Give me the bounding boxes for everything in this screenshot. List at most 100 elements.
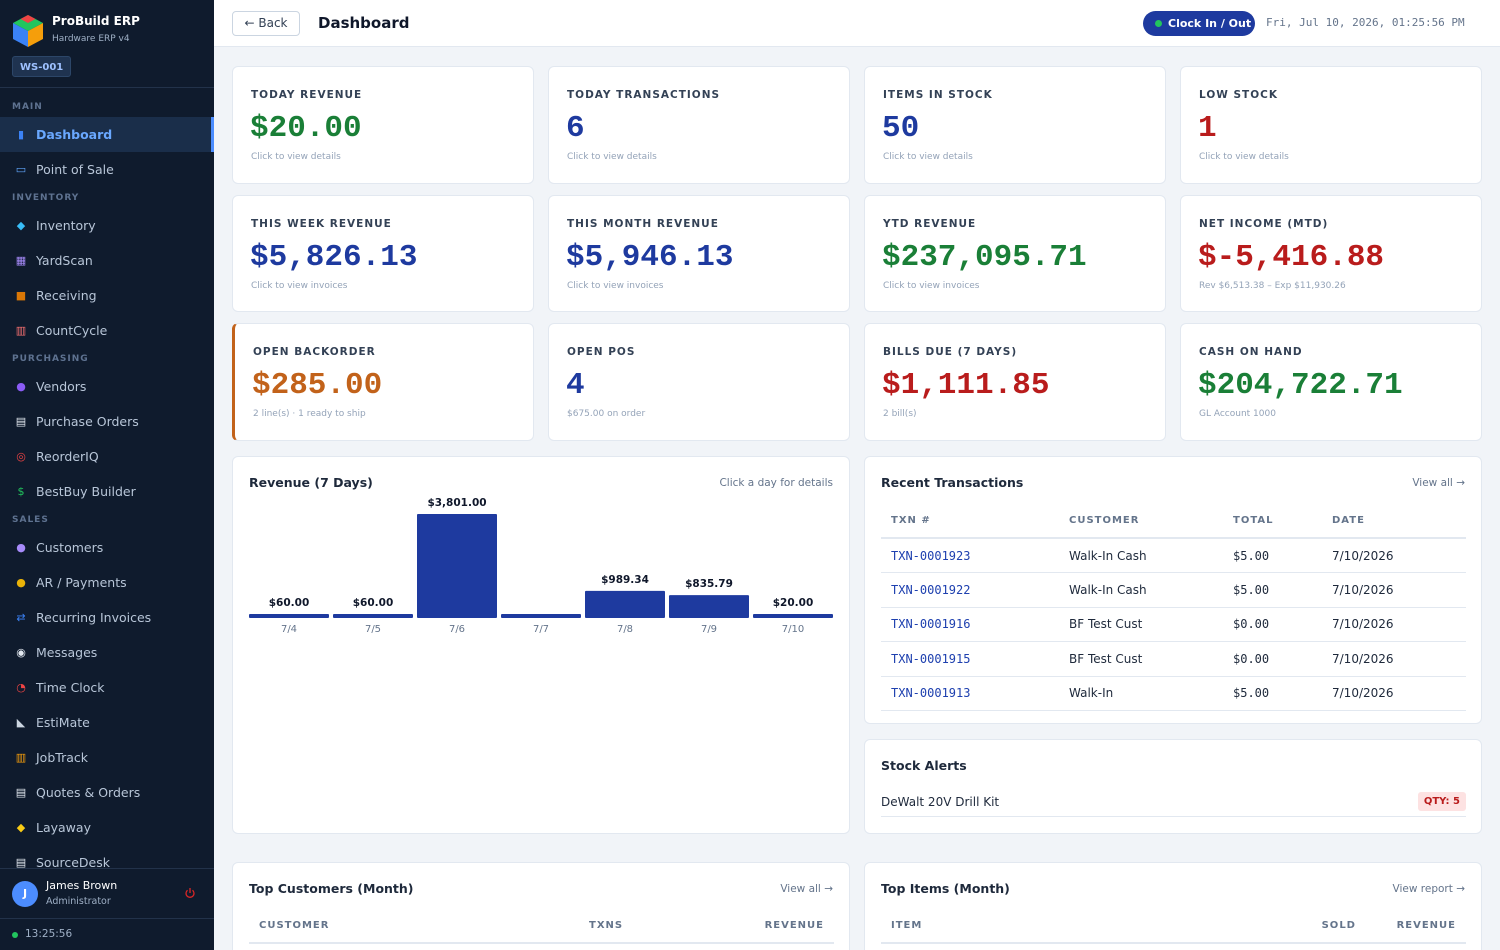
stat-subtext: Click to view invoices: [567, 281, 664, 291]
sidebar-item-label: Dashboard: [36, 127, 113, 142]
sidebar-item-receiving[interactable]: ■ Receiving: [0, 278, 214, 313]
txn-link[interactable]: TXN-0001923: [881, 538, 1059, 573]
view-all-transactions-link[interactable]: View all →: [1412, 477, 1465, 489]
dollar-icon: $: [17, 485, 25, 498]
stat-label: NET INCOME (MTD): [1199, 218, 1329, 230]
sidebar-item-point-of-sale[interactable]: ▭ Point of Sale: [0, 152, 214, 187]
sidebar-item-customers[interactable]: ● Customers: [0, 530, 214, 565]
column-header[interactable]: TOTAL: [1223, 504, 1322, 539]
sidebar-item-purchase-orders[interactable]: ▤ Purchase Orders: [0, 404, 214, 439]
txn-link[interactable]: TXN-0001916: [881, 607, 1059, 642]
sidebar-item-label: Point of Sale: [36, 162, 114, 177]
revenue-bar[interactable]: [585, 590, 665, 618]
stat-card-low-stock[interactable]: LOW STOCK 1 Click to view details: [1180, 66, 1482, 184]
revenue-bar[interactable]: [669, 595, 749, 618]
table-row[interactable]: TXN-0001923 Walk-In Cash $5.00 7/10/2026: [881, 538, 1466, 573]
total-cell: $5.00: [1223, 572, 1322, 608]
revenue-bar[interactable]: [249, 614, 329, 618]
column-header[interactable]: REVENUE: [729, 909, 834, 944]
stat-card-bills-due[interactable]: BILLS DUE (7 DAYS) $1,111.85 2 bill(s): [864, 323, 1166, 441]
stat-card-cash-on-hand[interactable]: CASH ON HAND $204,722.71 GL Account 1000: [1180, 323, 1482, 441]
view-all-customers-link[interactable]: View all →: [780, 883, 833, 895]
column-header[interactable]: CUSTOMER: [1059, 504, 1223, 539]
txn-link[interactable]: TXN-0001922: [881, 572, 1059, 608]
top-customers-table: CUSTOMER TXNS REVENUE: [249, 909, 834, 944]
sidebar-item-inventory[interactable]: ◆ Inventory: [0, 208, 214, 243]
stat-card-this-week-revenue[interactable]: THIS WEEK REVENUE $5,826.13 Click to vie…: [232, 195, 534, 312]
revenue-bar[interactable]: [333, 614, 413, 618]
column-header[interactable]: TXN #: [881, 504, 1059, 539]
table-row[interactable]: TXN-0001916 BF Test Cust $0.00 7/10/2026: [881, 607, 1466, 642]
sidebar-item-countcycle[interactable]: ▥ CountCycle: [0, 313, 214, 348]
clock-in-out-button[interactable]: Clock In / Out: [1143, 11, 1255, 36]
user-role: Administrator: [46, 896, 111, 907]
sidebar-item-label: EstiMate: [36, 715, 90, 730]
column-header[interactable]: SOLD: [1281, 909, 1366, 944]
stat-value: $285.00: [252, 368, 383, 403]
stat-card-this-month-revenue[interactable]: THIS MONTH REVENUE $5,946.13 Click to vi…: [548, 195, 850, 312]
sidebar-item-label: Messages: [36, 645, 98, 660]
revenue-bar[interactable]: [753, 614, 833, 618]
stat-card-open-backorder[interactable]: OPEN BACKORDER $285.00 2 line(s) · 1 rea…: [232, 323, 534, 441]
bar-value-label: $3,801.00: [427, 497, 486, 509]
sidebar-item-sourcedesk[interactable]: ▤ SourceDesk: [0, 845, 214, 868]
txn-link[interactable]: TXN-0001915: [881, 641, 1059, 677]
app-name: ProBuild ERP: [52, 14, 140, 28]
table-row[interactable]: TXN-0001913 Walk-In $5.00 7/10/2026: [881, 676, 1466, 711]
sidebar-item-bestbuy-builder[interactable]: $ BestBuy Builder: [0, 474, 214, 509]
stat-card-today-transactions[interactable]: TODAY TRANSACTIONS 6 Click to view detai…: [548, 66, 850, 184]
stat-subtext: GL Account 1000: [1199, 409, 1276, 419]
back-button[interactable]: ← Back: [232, 11, 300, 36]
stat-label: TODAY REVENUE: [251, 89, 363, 101]
stat-value: 1: [1198, 111, 1217, 146]
sidebar-item-time-clock[interactable]: ◔ Time Clock: [0, 670, 214, 705]
sidebar-item-label: Time Clock: [36, 680, 105, 695]
sidebar-item-messages[interactable]: ◉ Messages: [0, 635, 214, 670]
column-header[interactable]: REVENUE: [1366, 909, 1466, 944]
stat-subtext: Click to view details: [251, 152, 341, 162]
sidebar-item-estimate[interactable]: ◣ EstiMate: [0, 705, 214, 740]
sidebar-item-layaway[interactable]: ◆ Layaway: [0, 810, 214, 845]
view-report-link[interactable]: View report →: [1392, 883, 1465, 895]
sidebar-item-reorderiq[interactable]: ◎ ReorderIQ: [0, 439, 214, 474]
stat-subtext: Click to view invoices: [883, 281, 980, 291]
x-tick-label: 7/7: [533, 624, 549, 635]
avatar[interactable]: J: [12, 881, 38, 907]
sidebar-item-quotes-orders[interactable]: ▤ Quotes & Orders: [0, 775, 214, 810]
table-row[interactable]: TXN-0001915 BF Test Cust $0.00 7/10/2026: [881, 641, 1466, 677]
topbar: ← Back Dashboard Clock In / Out Fri, Jul…: [214, 0, 1500, 47]
nav-section-label: MAIN: [12, 102, 43, 112]
stock-alert-item[interactable]: DeWalt 20V Drill Kit QTY: 5: [881, 789, 1466, 817]
sidebar-item-ar-payments[interactable]: ● AR / Payments: [0, 565, 214, 600]
stat-card-open-pos[interactable]: OPEN POS 4 $675.00 on order: [548, 323, 850, 441]
stat-card-today-revenue[interactable]: TODAY REVENUE $20.00 Click to view detai…: [232, 66, 534, 184]
tag-icon: ◆: [16, 821, 26, 834]
construction-icon: ▥: [15, 751, 27, 764]
bar-value-label: $60.00: [353, 597, 394, 609]
sidebar-item-recurring-invoices[interactable]: ⇄ Recurring Invoices: [0, 600, 214, 635]
stat-card-net-income-mtd[interactable]: NET INCOME (MTD) $-5,416.88 Rev $6,513.3…: [1180, 195, 1482, 312]
revenue-bar[interactable]: [417, 514, 497, 618]
sidebar-item-dashboard[interactable]: ▮ Dashboard: [0, 117, 214, 152]
brand[interactable]: ProBuild ERP Hardware ERP v4: [12, 12, 202, 52]
column-header[interactable]: DATE: [1322, 504, 1466, 539]
stat-card-items-in-stock[interactable]: ITEMS IN STOCK 50 Click to view details: [864, 66, 1166, 184]
table-row[interactable]: TXN-0001922 Walk-In Cash $5.00 7/10/2026: [881, 572, 1466, 608]
txn-link[interactable]: TXN-0001913: [881, 676, 1059, 711]
power-icon[interactable]: [184, 887, 196, 899]
sidebar-item-label: Receiving: [36, 288, 97, 303]
column-header[interactable]: ITEM: [881, 909, 1281, 944]
stat-card-ytd-revenue[interactable]: YTD REVENUE $237,095.71 Click to view in…: [864, 195, 1166, 312]
sidebar-item-jobtrack[interactable]: ▥ JobTrack: [0, 740, 214, 775]
revenue-bar[interactable]: [501, 614, 581, 618]
stat-label: TODAY TRANSACTIONS: [567, 89, 721, 101]
sidebar-item-yardscan[interactable]: ▦ YardScan: [0, 243, 214, 278]
cube-logo-icon: [13, 15, 43, 47]
column-header[interactable]: CUSTOMER: [249, 909, 579, 944]
user-name: James Brown: [46, 879, 118, 892]
sidebar-item-label: BestBuy Builder: [36, 484, 136, 499]
app-subtitle: Hardware ERP v4: [52, 34, 130, 44]
column-header[interactable]: TXNS: [579, 909, 729, 944]
stock-alert-name: DeWalt 20V Drill Kit: [881, 795, 1000, 809]
sidebar-item-vendors[interactable]: ● Vendors: [0, 369, 214, 404]
